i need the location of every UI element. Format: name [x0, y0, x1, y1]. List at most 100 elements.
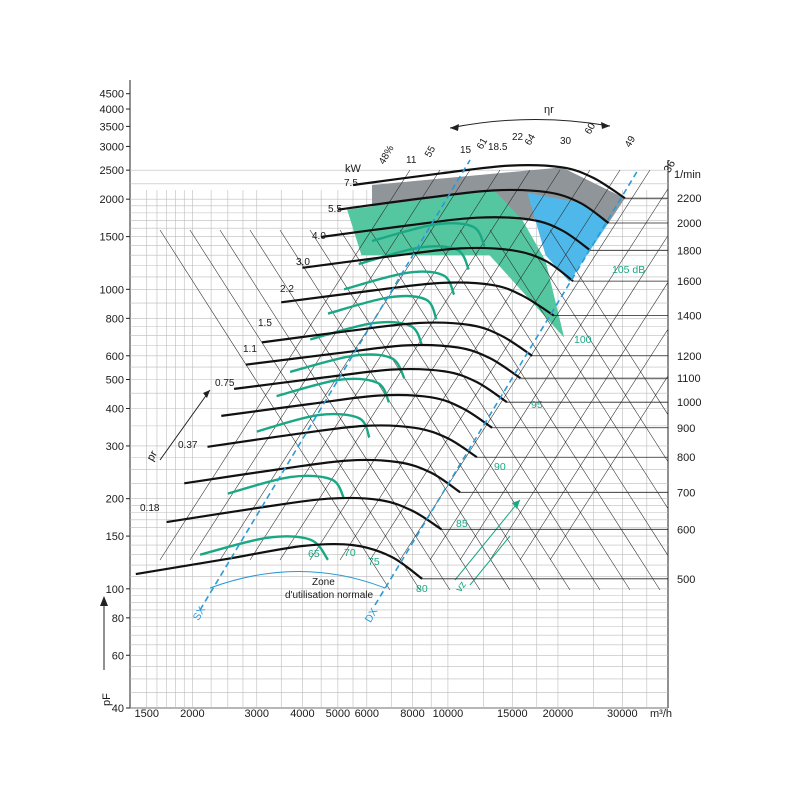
power-label: 5.5 — [328, 204, 342, 215]
x-tick-label: 5000 — [326, 708, 350, 720]
diagonal-line-down — [429, 229, 661, 591]
zone-label-1: Zone — [312, 577, 335, 588]
speed-tick-label: 500 — [677, 574, 695, 586]
efficiency-label: 48% — [377, 144, 397, 167]
diagonal-line-up — [369, 169, 621, 561]
speed-tick-label: 700 — [677, 487, 695, 499]
power-label: 4.0 — [312, 231, 326, 242]
power-curve-0.37 — [227, 474, 346, 500]
speed-tick-label: 800 — [677, 452, 695, 464]
speed-unit-label: 1/min — [674, 169, 701, 181]
diagonal-line-up — [309, 169, 561, 561]
power-label: 30 — [560, 136, 572, 147]
power-label: 0.75 — [215, 378, 235, 389]
sound-label: 100 — [574, 334, 592, 346]
speed-curve-600 — [166, 496, 442, 531]
diagonal-line-up — [429, 188, 668, 561]
power-label: 1.1 — [243, 344, 257, 355]
diagonal-line-up — [489, 281, 668, 561]
sound-label: 90 — [494, 461, 506, 473]
speed-curve-700 — [184, 458, 461, 494]
diagonal-line-down — [279, 229, 511, 591]
power-label: 0.37 — [178, 440, 198, 451]
diagonal-line-up — [519, 328, 668, 561]
efficiency-label: 64 — [523, 132, 538, 148]
zone-shading — [347, 167, 625, 338]
power-curve-1.5 — [289, 353, 406, 379]
x-tick-label: 30000 — [607, 708, 638, 720]
diagonal-line-down — [159, 229, 391, 591]
speed-tick-label: 600 — [677, 524, 695, 536]
sound-label: 105 dB — [612, 264, 645, 276]
grid — [126, 93, 668, 709]
dx-label: DX — [363, 606, 381, 625]
diagonal-line-down — [549, 229, 668, 416]
power-curve-0.18 — [199, 535, 329, 561]
power-label: 3.0 — [296, 257, 310, 268]
diagonal-line-down — [459, 229, 668, 557]
sound-label: 75 — [368, 556, 380, 568]
y-tick-label: 1000 — [100, 284, 124, 296]
diagonal-line-down — [309, 229, 541, 591]
efficiency-label: 55 — [423, 144, 438, 160]
sound-labels: 65 70 75 80 85 90 95 100 105 dB — [308, 264, 645, 595]
power-curve-4.0 — [343, 270, 456, 296]
pressure-axis-indicator: pr — [145, 389, 211, 463]
y-tick-label: 60 — [112, 650, 124, 662]
speed-curve-1600 — [302, 246, 574, 282]
diagonal-line-down — [249, 229, 481, 591]
y-tick-label: 800 — [106, 313, 124, 325]
y-tick-label: 40 — [112, 703, 124, 715]
x-tick-label: 20000 — [543, 708, 574, 720]
speed-curve-2000 — [337, 188, 610, 224]
y-tick-label: 500 — [106, 374, 124, 386]
speed-tick-labels: 500 600 700 800 900 1000 1100 1200 1400 1600 1800 2… — [422, 193, 701, 586]
diagonal-line-down — [399, 229, 631, 591]
sound-label: 80 — [416, 583, 428, 595]
speed-curve-500 — [135, 542, 423, 580]
zone-normal-use: Zone d'utilisation normale SX DX — [191, 571, 386, 625]
x-tick-label: 2000 — [180, 708, 204, 720]
speed-curve-1200 — [261, 321, 533, 357]
x-tick-labels: 1500 2000 3000 4000 5000 6000 8000 10000 15000 20… — [134, 708, 637, 720]
y-tick-label: 200 — [106, 494, 124, 506]
x-tick-label: 8000 — [400, 708, 424, 720]
diagonal-line-up — [549, 375, 668, 561]
power-label: 0.18 — [140, 503, 160, 514]
y-axis-symbol: pF — [101, 693, 113, 706]
y-tick-label: 1500 — [100, 232, 124, 244]
y-tick-label: 300 — [106, 441, 124, 453]
speed-tick-label: 1600 — [677, 276, 701, 288]
velocity-indicator: vz — [453, 499, 521, 595]
power-label: 15 — [460, 145, 472, 156]
diagonal-line-down — [519, 229, 668, 463]
x-tick-label: 4000 — [290, 708, 314, 720]
power-curve-0.75 — [256, 412, 371, 439]
x-unit-label: m³/h — [650, 708, 672, 720]
power-label: 7.5 — [344, 178, 358, 189]
power-label: 18.5 — [488, 142, 508, 153]
power-curve-5.5 — [358, 244, 470, 271]
diagonal-line-up — [159, 169, 411, 561]
dashed-limit-lines — [199, 159, 639, 611]
diagonal-grid — [159, 169, 668, 591]
speed-tick-label: 1000 — [677, 397, 701, 409]
speed-tick-label: 900 — [677, 423, 695, 435]
diagonal-line-up — [339, 169, 591, 561]
speed-tick-label: 2000 — [677, 218, 701, 230]
efficiency-label: 61 — [475, 136, 490, 152]
y-tick-label: 4000 — [100, 104, 124, 116]
y-axis-indicator: pF — [100, 596, 113, 706]
y-tick-label: 2500 — [100, 165, 124, 177]
x-tick-label: 15000 — [497, 708, 528, 720]
top-label: 36 — [662, 158, 679, 175]
diagonal-line-down — [489, 229, 668, 510]
sx-label: SX — [191, 605, 208, 623]
dx-dashed-line — [374, 169, 639, 606]
power-label: 11 — [406, 155, 417, 166]
power-curve-7.5 — [371, 222, 486, 248]
diagonal-line-up — [459, 235, 668, 561]
y-tick-label: 400 — [106, 404, 124, 416]
diagonal-line-up — [249, 169, 501, 561]
